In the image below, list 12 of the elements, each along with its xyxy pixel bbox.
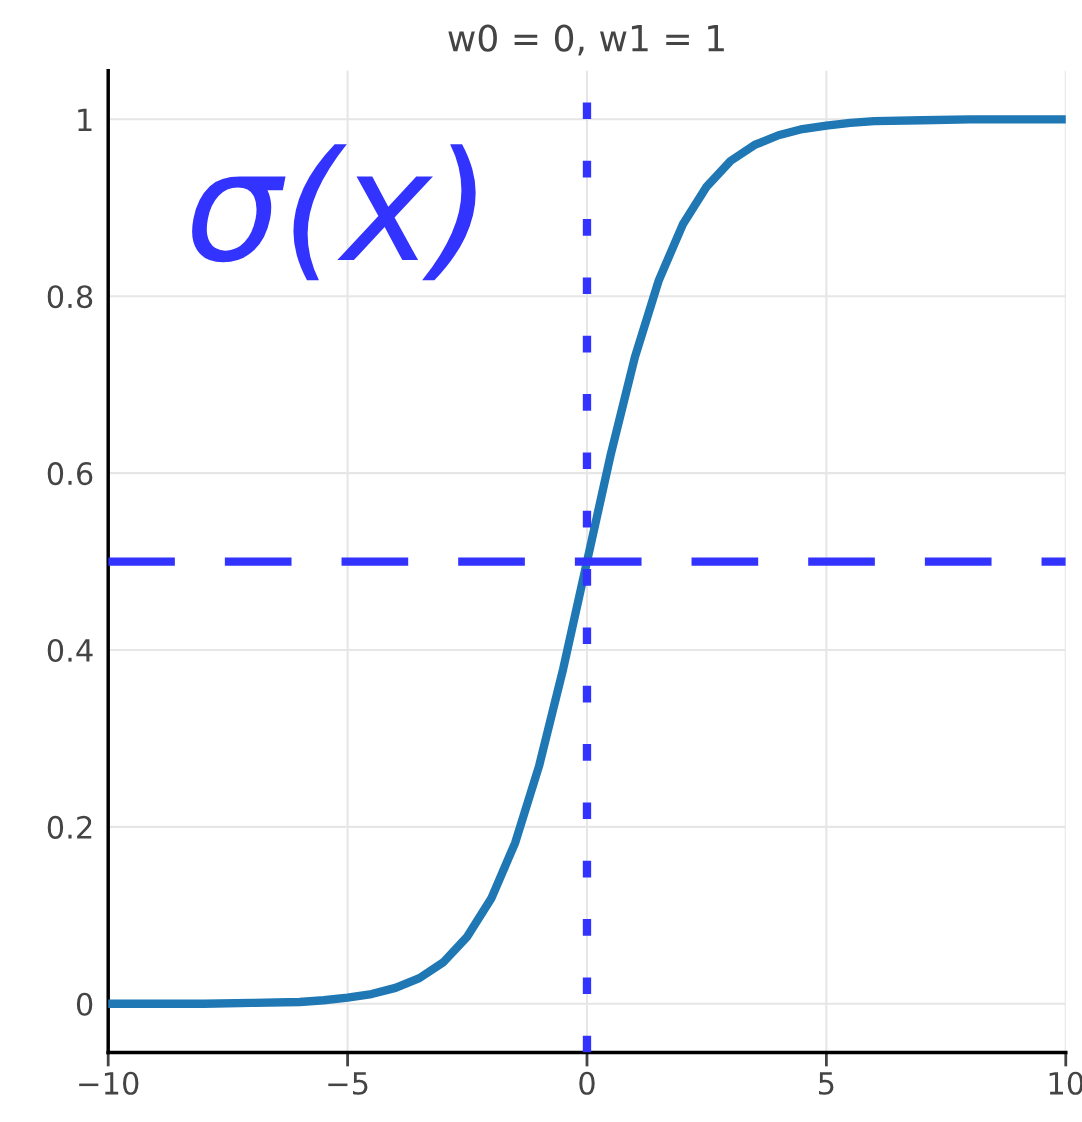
x-tick-label: 0 [579,1071,595,1095]
y-tick-label: 0.6 [47,462,93,486]
chart-title: w0 = 0, w1 = 1 [448,24,724,56]
y-tick-label: 0.4 [47,638,93,663]
annotation: σ(x) [192,144,476,281]
y-tick-label: 0 [76,992,93,1016]
y-tick-label: 1 [78,108,92,131]
x-tick-label: −5 [328,1072,368,1095]
y-tick-label: 0.2 [47,815,92,839]
x-tick-label: −10 [79,1071,139,1095]
y-tick-label: 0.8 [47,285,93,309]
x-tick-label: 5 [819,1072,834,1095]
